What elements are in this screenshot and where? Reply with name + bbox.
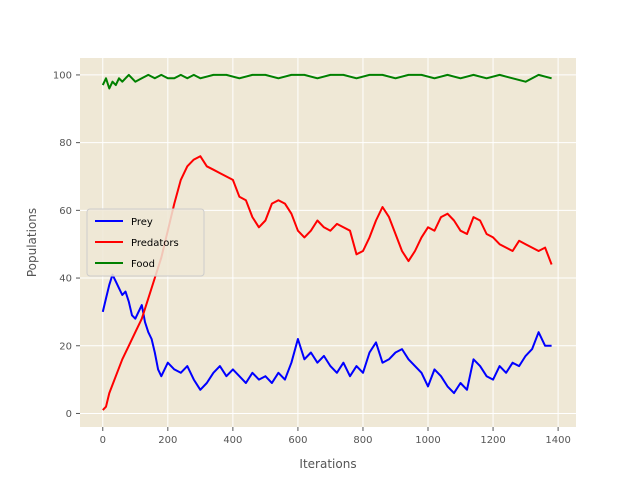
x-tick-label-2: 400 xyxy=(223,435,242,446)
y-tick-label-1: 20 xyxy=(59,341,72,352)
legend-box xyxy=(86,208,205,277)
axis-ticks: 0 200 400 600 800 1000 1200 1400 0 20 40 60 80 100 xyxy=(53,70,571,446)
x-tick-label-0: 0 xyxy=(100,435,106,446)
y-tick-label-2: 40 xyxy=(59,274,72,285)
series-line-prey xyxy=(101,273,552,395)
y-tick-label-3: 60 xyxy=(59,206,72,217)
y-axis-label: Populations xyxy=(25,208,39,277)
x-tick-label-1: 200 xyxy=(158,435,177,446)
x-tick-label-5: 1000 xyxy=(415,435,440,446)
x-tick-label-4: 800 xyxy=(353,435,372,446)
legend-label-prey: Prey xyxy=(131,217,153,228)
x-axis-label: Iterations xyxy=(299,457,356,471)
series-line-food xyxy=(101,73,552,90)
legend-label-predators: Predators xyxy=(131,238,179,249)
x-tick-label-7: 1400 xyxy=(545,435,570,446)
legend: Prey Predators Food xyxy=(86,208,205,277)
y-tick-label-0: 0 xyxy=(66,409,72,420)
y-tick-label-4: 80 xyxy=(59,138,72,149)
legend-label-food: Food xyxy=(131,259,155,270)
x-tick-label-6: 1200 xyxy=(480,435,505,446)
grid-lines xyxy=(80,58,576,427)
x-tick-label-3: 600 xyxy=(288,435,307,446)
y-tick-label-5: 100 xyxy=(53,70,72,81)
